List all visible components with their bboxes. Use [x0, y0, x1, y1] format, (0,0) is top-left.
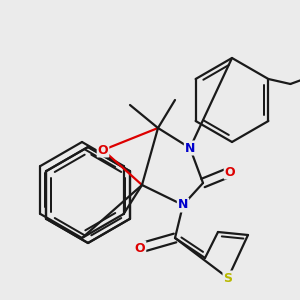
- Text: O: O: [98, 143, 108, 157]
- Text: N: N: [185, 142, 195, 154]
- Text: O: O: [225, 166, 235, 178]
- Text: O: O: [135, 242, 145, 254]
- Text: S: S: [224, 272, 232, 284]
- Text: N: N: [178, 199, 188, 212]
